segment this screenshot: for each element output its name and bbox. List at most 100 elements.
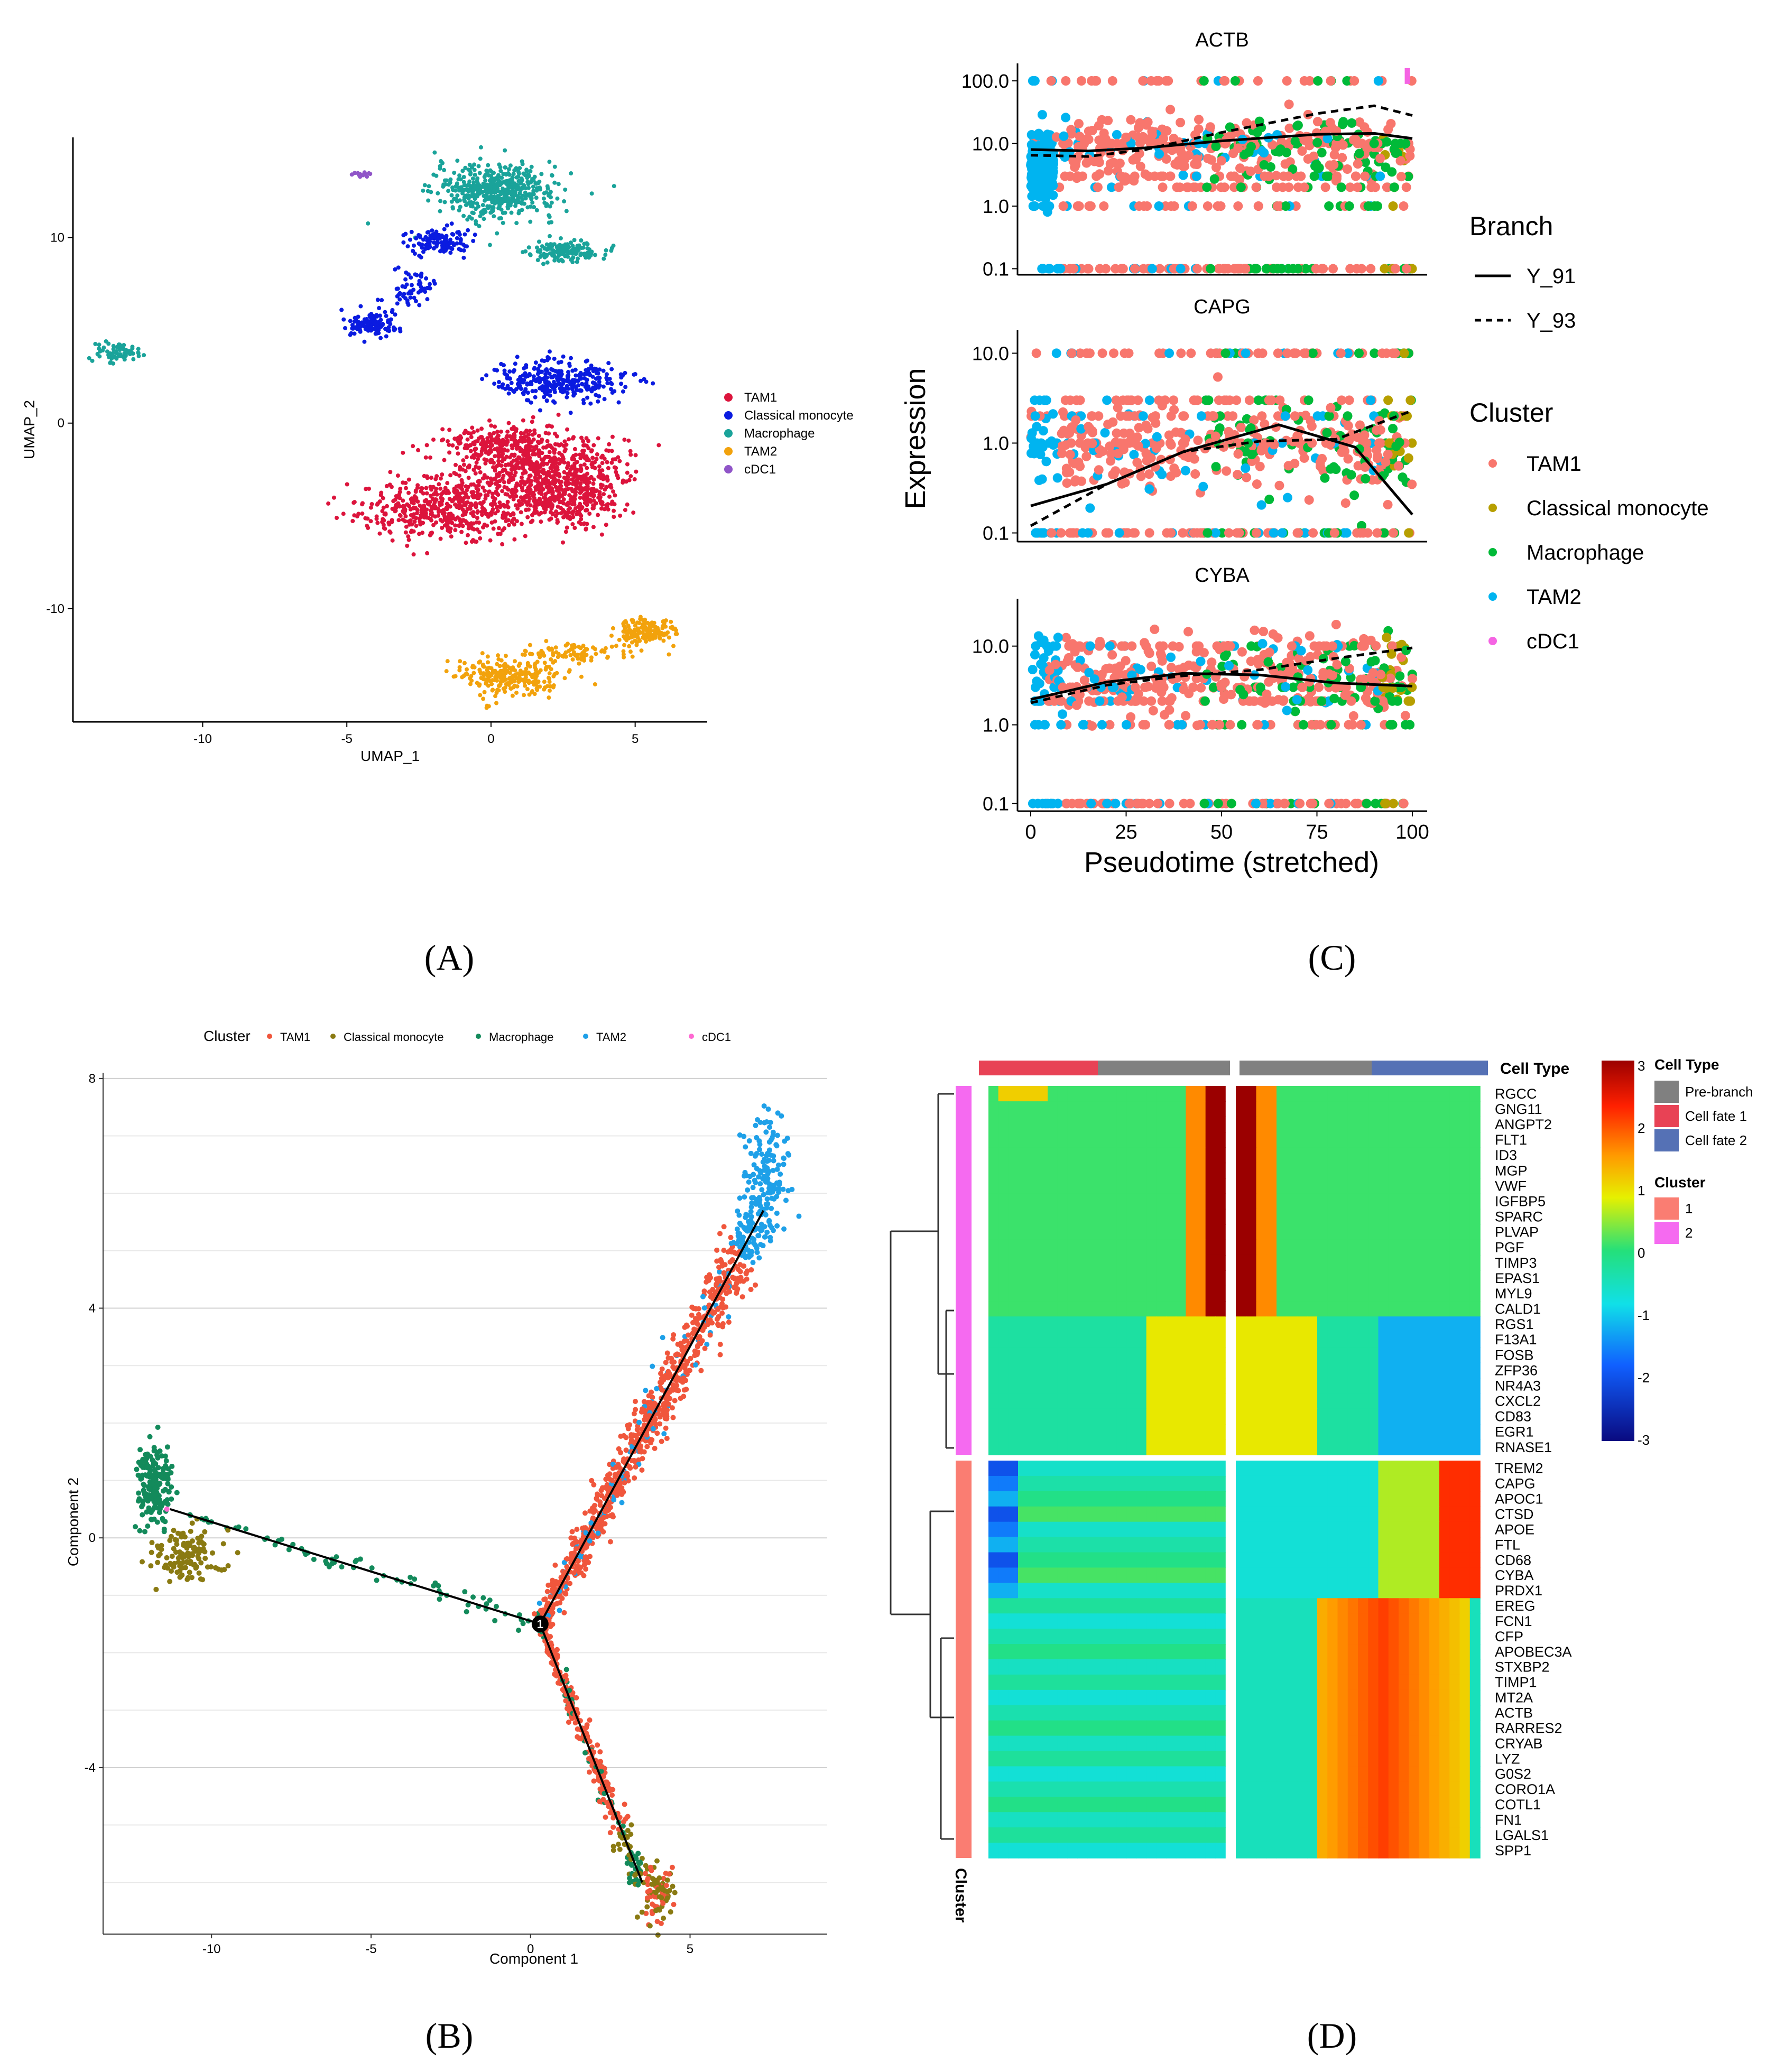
- umap-point: [555, 196, 560, 201]
- umap-point: [622, 643, 626, 647]
- umap-point: [418, 233, 422, 238]
- umap-point: [390, 506, 395, 511]
- umap-point: [409, 229, 414, 234]
- umap-point: [411, 287, 416, 292]
- umap-point: [455, 181, 459, 186]
- umap-point: [122, 343, 126, 348]
- trajectory-point: [688, 1355, 693, 1361]
- umap-point: [579, 251, 584, 256]
- umap-point: [377, 531, 382, 536]
- umap-point: [503, 148, 507, 153]
- umap-point: [474, 460, 479, 465]
- trajectory-point: [554, 1601, 560, 1606]
- umap-point: [631, 510, 636, 515]
- umap-point: [528, 467, 533, 471]
- trajectory-point: [601, 1514, 607, 1520]
- umap-point: [545, 461, 550, 466]
- umap-point: [448, 529, 452, 534]
- umap-point: [513, 490, 517, 495]
- umap-point: [495, 508, 500, 513]
- umap-point: [522, 460, 527, 465]
- umap-point: [515, 684, 520, 689]
- umap-point: [458, 205, 463, 209]
- umap-point: [601, 368, 606, 373]
- umap-point: [539, 254, 543, 258]
- umap-point: [106, 352, 111, 357]
- umap-point: [591, 443, 596, 448]
- umap-point: [419, 285, 423, 290]
- umap-point: [424, 491, 429, 496]
- umap-point: [505, 429, 510, 434]
- umap-point: [485, 668, 489, 673]
- umap-point: [412, 494, 417, 499]
- umap-point: [458, 491, 463, 496]
- umap-point: [621, 480, 625, 485]
- trajectory-point: [587, 1538, 593, 1544]
- umap-point: [575, 387, 579, 392]
- umap-point: [512, 473, 517, 478]
- umap-point: [501, 382, 505, 387]
- umap-point: [448, 517, 453, 522]
- umap-point: [516, 499, 521, 504]
- umap-point: [456, 177, 461, 182]
- trajectory-point: [160, 1467, 166, 1473]
- trajectory-point: [537, 1600, 542, 1606]
- umap-point: [520, 652, 525, 657]
- umap-point: [597, 383, 602, 388]
- trajectory-point: [552, 1562, 558, 1568]
- umap-point: [570, 436, 575, 441]
- umap-point: [556, 182, 561, 187]
- trajectory-point: [611, 1824, 616, 1830]
- umap-point: [470, 176, 475, 181]
- trajectory-point: [611, 1847, 616, 1853]
- umap-point: [441, 508, 446, 513]
- umap-point: [589, 487, 594, 491]
- umap-point: [531, 192, 536, 197]
- umap-ylabel: UMAP_2: [21, 400, 38, 459]
- umap-point: [456, 451, 460, 456]
- umap-point: [514, 387, 519, 392]
- umap-point: [465, 533, 470, 537]
- trajectory-point: [714, 1281, 719, 1287]
- trajectory-point: [169, 1554, 175, 1559]
- umap-point: [526, 245, 531, 250]
- umap-point: [568, 411, 573, 415]
- umap-point: [510, 463, 514, 468]
- umap-point: [566, 475, 570, 480]
- umap-point: [331, 495, 336, 500]
- umap-point: [528, 643, 532, 647]
- umap-point: [507, 369, 512, 374]
- umap-xlabel: UMAP_1: [360, 748, 420, 764]
- umap-point: [368, 519, 373, 524]
- umap-point: [410, 522, 414, 527]
- trajectory-point: [174, 1490, 180, 1495]
- umap-point: [485, 436, 490, 441]
- umap-legend-swatch: [724, 429, 733, 438]
- umap-point: [549, 220, 554, 225]
- umap-point: [451, 674, 456, 679]
- umap-point: [448, 504, 452, 509]
- trajectory-point: [163, 1458, 169, 1464]
- umap-point: [519, 522, 524, 526]
- umap-point: [526, 461, 531, 466]
- umap-point: [482, 507, 487, 512]
- umap-point: [424, 486, 429, 490]
- umap-point: [534, 499, 539, 504]
- umap-point: [539, 491, 544, 496]
- trajectory-point: [744, 1253, 750, 1259]
- umap-point: [475, 201, 479, 206]
- umap-point: [455, 159, 460, 163]
- umap-point: [461, 174, 466, 179]
- umap-point: [397, 490, 402, 495]
- umap-point: [345, 482, 349, 487]
- umap-point: [610, 390, 615, 395]
- umap-point: [486, 660, 491, 665]
- umap-point: [487, 204, 492, 209]
- trajectory-point: [645, 1400, 651, 1406]
- umap-point: [507, 172, 512, 177]
- umap-point: [621, 629, 626, 634]
- trajectory-point: [167, 1578, 173, 1584]
- trajectory-point: [680, 1379, 686, 1385]
